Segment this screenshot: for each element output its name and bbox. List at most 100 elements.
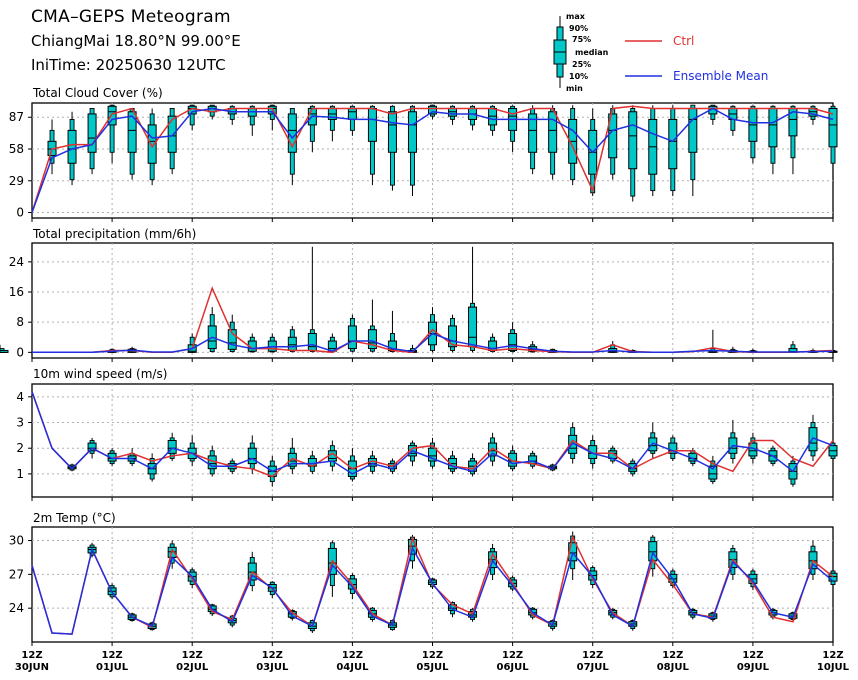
box-whisker	[528, 105, 538, 175]
box-25-75	[508, 452, 518, 467]
ctrl-line	[31, 391, 834, 478]
y-tick-label: 3	[16, 416, 24, 430]
box-whisker	[788, 341, 798, 353]
box-25-75	[628, 111, 638, 170]
panel-1: 0 8 16 24	[0, 242, 838, 362]
box-whisker	[347, 448, 357, 482]
box-whisker	[628, 105, 638, 202]
box-25-75	[708, 465, 718, 480]
x-tick-label-hour: 12Z	[502, 650, 523, 661]
box-25-75	[387, 111, 397, 153]
chart-title: CMA–GEPS Meteogram	[31, 7, 231, 27]
box-25-75	[468, 306, 478, 348]
box-25-75	[488, 107, 498, 126]
x-tick-label-hour: 12Z	[822, 650, 843, 661]
x-tick-label-hour: 12Z	[742, 650, 763, 661]
x-tick-label-date: 04JUL	[336, 662, 369, 673]
box-whisker	[207, 307, 217, 353]
x-tick-label-date: 05JUL	[416, 662, 449, 673]
x-tick-label-hour: 12Z	[182, 650, 203, 661]
y-tick-label: 30	[9, 534, 24, 548]
box-whisker	[387, 105, 397, 191]
box-25-75	[0, 349, 9, 353]
panel-3: 24 27 30	[9, 526, 838, 646]
x-tick-label-date: 06JUL	[497, 662, 530, 673]
box-whisker	[127, 108, 137, 180]
y-tick-label: 8	[16, 315, 24, 329]
y-tick-label: 29	[9, 174, 24, 188]
box-whisker	[327, 105, 337, 142]
box-whisker	[668, 435, 678, 462]
x-tick-label-date: 08JUL	[657, 662, 690, 673]
y-tick-label: 0	[16, 206, 24, 220]
box-25-75	[367, 107, 377, 142]
box-whisker	[127, 448, 137, 467]
box-whisker	[307, 246, 317, 353]
box-25-75	[67, 129, 77, 164]
y-tick-label: 2	[16, 441, 24, 455]
box-25-75	[287, 611, 297, 618]
box-whisker	[187, 435, 197, 467]
box-whisker	[448, 314, 458, 353]
box-whisker	[708, 455, 718, 485]
box-whisker	[468, 246, 478, 353]
box-25-75	[428, 447, 437, 462]
legend-ctrl-label: Ctrl	[673, 34, 695, 48]
box-25-75	[347, 325, 357, 350]
x-tick-label-date: 03JUL	[256, 662, 289, 673]
box-25-75	[227, 329, 237, 350]
box-whisker	[828, 105, 838, 175]
x-tick-label-hour: 12Z	[21, 650, 42, 661]
legend-box-p75: 75%	[572, 35, 592, 44]
box-whisker	[287, 437, 297, 474]
box-25-75	[668, 118, 678, 170]
box-25-75	[428, 105, 437, 115]
box-whisker	[247, 435, 257, 474]
box-25-75	[167, 115, 177, 153]
box-whisker	[247, 105, 257, 136]
box-25-75	[147, 124, 157, 164]
init-time-label: IniTime: 20250630 12UTC	[31, 56, 226, 74]
legend-box-max: max	[566, 12, 585, 21]
box-25-75	[287, 336, 297, 351]
panel-title-precip: Total precipitation (mm/6h)	[33, 227, 197, 241]
box-25-75	[528, 113, 538, 153]
x-tick-label-date: 10JUL	[817, 662, 850, 673]
x-tick-label-hour: 12Z	[422, 650, 443, 661]
y-tick-label: 1	[16, 467, 24, 481]
legend-mean-label: Ensemble Mean	[673, 69, 769, 83]
panel-title-temp: 2m Temp (°C)	[33, 511, 116, 525]
box-25-75	[247, 447, 257, 465]
box-whisker	[67, 463, 77, 472]
box-whisker	[728, 419, 738, 464]
x-tick-label-hour: 12Z	[662, 650, 683, 661]
y-tick-label: 16	[9, 285, 24, 299]
box-whisker	[87, 108, 97, 175]
y-tick-label: 27	[9, 567, 24, 581]
x-tick-label-date: 02JUL	[176, 662, 209, 673]
box-25-75	[768, 107, 778, 148]
box-whisker	[648, 105, 658, 197]
y-tick-label: 24	[9, 601, 24, 615]
x-tick-label-hour: 12Z	[582, 650, 603, 661]
box-whisker	[367, 299, 377, 353]
box-25-75	[107, 105, 117, 126]
box-whisker	[287, 325, 297, 353]
x-tick-label-date: 09JUL	[737, 662, 770, 673]
box-25-75	[448, 107, 458, 117]
y-tick-label: 24	[9, 255, 24, 269]
box-whisker	[247, 333, 257, 353]
box-25-75	[548, 111, 558, 153]
box-25-75	[87, 113, 97, 153]
legend-box-median: median	[575, 48, 609, 57]
ensemble-mean-line	[31, 107, 834, 213]
x-tick-label-hour: 12Z	[102, 650, 123, 661]
box-25-75	[668, 442, 678, 454]
panel-0: 0 29 58 87	[9, 102, 838, 222]
ensemble-mean-line	[31, 546, 834, 635]
legend-box-p90: 90%	[569, 24, 589, 33]
box-25-75	[407, 111, 417, 153]
y-tick-label: 87	[9, 110, 24, 124]
box-whisker	[508, 322, 518, 353]
